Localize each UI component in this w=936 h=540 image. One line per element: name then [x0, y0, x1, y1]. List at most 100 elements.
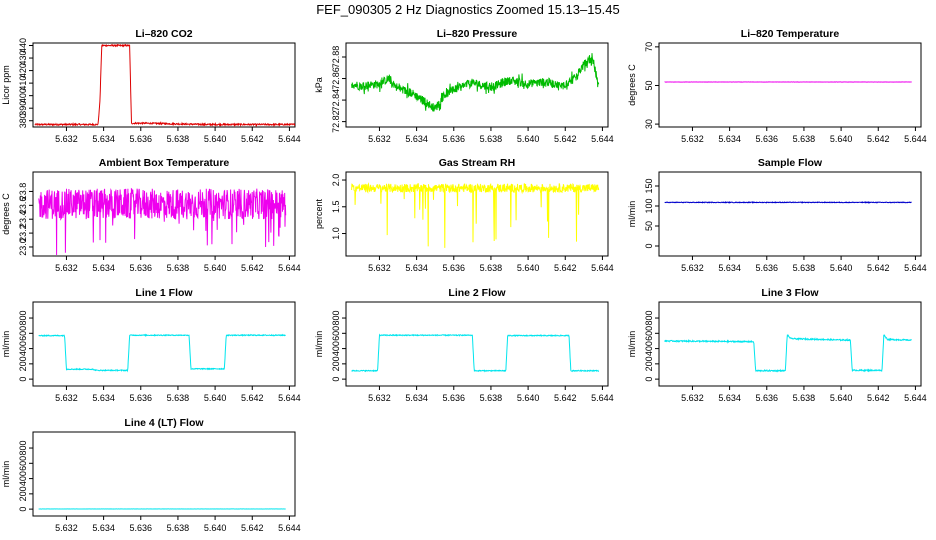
x-tick-label: 5.642	[241, 393, 264, 403]
panel-co2: Li–820 CO2 Licor ppm 5.632 5.634 5.636 5.638 5…	[1, 28, 301, 144]
plot-frame	[32, 42, 296, 128]
panel-temperature: Li–820 Temperature degrees C 5.632 5.634 5.6…	[627, 28, 927, 144]
figure-title: FEF_090305 2 Hz Diagnostics Zoomed 15.13…	[316, 2, 620, 17]
y-tick-label: 23.8	[18, 183, 28, 201]
x-tick-label: 5.644	[591, 263, 614, 273]
x-tick-label: 5.632	[681, 134, 704, 144]
y-tick-label: 800	[18, 311, 28, 326]
x-tick-label: 5.640	[517, 134, 540, 144]
y-tick-label: 200	[644, 356, 654, 371]
x-tick-label: 5.636	[130, 134, 153, 144]
series-line	[664, 334, 912, 373]
x-tick-label: 5.632	[55, 523, 78, 533]
x-tick-label: 5.632	[368, 393, 391, 403]
x-tick-label: 5.640	[830, 134, 853, 144]
panel-title: Li–820 CO2	[135, 28, 192, 40]
y-axis-label: ml/min	[1, 331, 11, 358]
x-tick-label: 5.636	[443, 134, 466, 144]
panel-title: Line 2 Flow	[448, 287, 506, 299]
x-tick-label: 5.640	[830, 393, 853, 403]
panel-title: Sample Flow	[758, 157, 823, 169]
y-tick-label: 23.4	[18, 210, 28, 228]
series-line	[34, 43, 296, 127]
y-tick-label: 72.88	[331, 46, 341, 69]
x-tick-label: 5.642	[867, 134, 890, 144]
x-tick-label: 5.640	[204, 393, 227, 403]
x-tick-label: 5.638	[480, 393, 503, 403]
x-tick-label: 5.644	[904, 393, 927, 403]
y-tick-label: 400	[18, 88, 28, 103]
y-tick-label: 400	[644, 341, 654, 356]
x-tick-label: 5.634	[405, 263, 428, 273]
x-tick-label: 5.644	[278, 134, 301, 144]
x-tick-label: 5.642	[241, 523, 264, 533]
y-tick-label: 50	[644, 221, 654, 231]
panel-title: Gas Stream RH	[439, 157, 515, 169]
x-tick-label: 5.644	[278, 263, 301, 273]
y-tick-label: 30	[644, 119, 654, 129]
x-tick-label: 5.638	[167, 134, 190, 144]
series-line	[351, 333, 600, 373]
series-line	[38, 187, 287, 256]
y-tick-label: 23.6	[18, 197, 28, 215]
y-axis-label: percent	[314, 198, 324, 229]
x-tick-label: 5.638	[167, 523, 190, 533]
x-tick-label: 5.640	[517, 393, 540, 403]
x-tick-label: 5.636	[130, 263, 153, 273]
x-tick-label: 5.634	[718, 134, 741, 144]
plot-frame	[345, 171, 609, 257]
x-tick-label: 5.640	[204, 523, 227, 533]
y-axis-label: ml/min	[627, 201, 637, 228]
panel-title: Ambient Box Temperature	[99, 157, 230, 169]
x-tick-label: 5.636	[756, 134, 779, 144]
x-tick-label: 5.636	[756, 393, 779, 403]
y-tick-label: 430	[18, 51, 28, 66]
x-tick-label: 5.634	[92, 523, 115, 533]
x-tick-label: 5.642	[241, 263, 264, 273]
y-tick-label: 380	[18, 113, 28, 128]
y-tick-label: 400	[18, 341, 28, 356]
x-tick-label: 5.640	[204, 134, 227, 144]
y-tick-label: 1.0	[331, 227, 341, 240]
panel-line3: Line 3 Flow ml/min 5.632 5.634 5.636 5.638 5.6…	[627, 287, 927, 403]
panel-title: Line 4 (LT) Flow	[124, 417, 204, 429]
panel-pressure: Li–820 Pressure kPa 5.632 5.634 5.636 5.638 5.…	[314, 28, 614, 144]
plot-frame	[32, 171, 296, 257]
plot-frame	[32, 431, 296, 517]
x-tick-label: 5.638	[480, 263, 503, 273]
y-tick-label: 410	[18, 76, 28, 91]
plot-frame	[658, 171, 922, 257]
y-tick-label: 600	[18, 456, 28, 471]
x-tick-label: 5.636	[443, 393, 466, 403]
y-tick-label: 72.84	[331, 89, 341, 112]
y-tick-label: 400	[18, 471, 28, 486]
panel-rh: Gas Stream RH percent 5.632 5.634 5.636 5.638…	[314, 157, 614, 273]
y-axis-label: degrees C	[1, 193, 11, 235]
x-tick-label: 5.644	[278, 523, 301, 533]
x-tick-label: 5.644	[904, 134, 927, 144]
y-tick-label: 400	[331, 341, 341, 356]
plot-frame	[32, 301, 296, 387]
series-line	[351, 182, 600, 248]
y-tick-label: 0	[644, 377, 654, 382]
series-line	[351, 53, 600, 112]
panel-line4: Line 4 (LT) Flow ml/min 5.632 5.634 5.636 5.6…	[1, 417, 301, 533]
x-tick-label: 5.638	[480, 134, 503, 144]
y-tick-label: 600	[18, 326, 28, 341]
x-tick-label: 5.636	[130, 523, 153, 533]
y-tick-label: 0	[18, 507, 28, 512]
y-tick-label: 72.86	[331, 67, 341, 90]
y-axis-label: ml/min	[627, 331, 637, 358]
y-axis-label: ml/min	[314, 331, 324, 358]
panel-title: Li–820 Temperature	[741, 28, 840, 40]
y-tick-label: 800	[644, 311, 654, 326]
y-tick-label: 600	[644, 326, 654, 341]
y-tick-label: 2.0	[331, 174, 341, 187]
x-tick-label: 5.634	[405, 134, 428, 144]
y-tick-label: 72.82	[331, 110, 341, 133]
x-tick-label: 5.634	[92, 393, 115, 403]
x-tick-label: 5.644	[904, 263, 927, 273]
x-tick-label: 5.640	[204, 263, 227, 273]
y-tick-label: 200	[18, 356, 28, 371]
x-tick-label: 5.642	[554, 134, 577, 144]
